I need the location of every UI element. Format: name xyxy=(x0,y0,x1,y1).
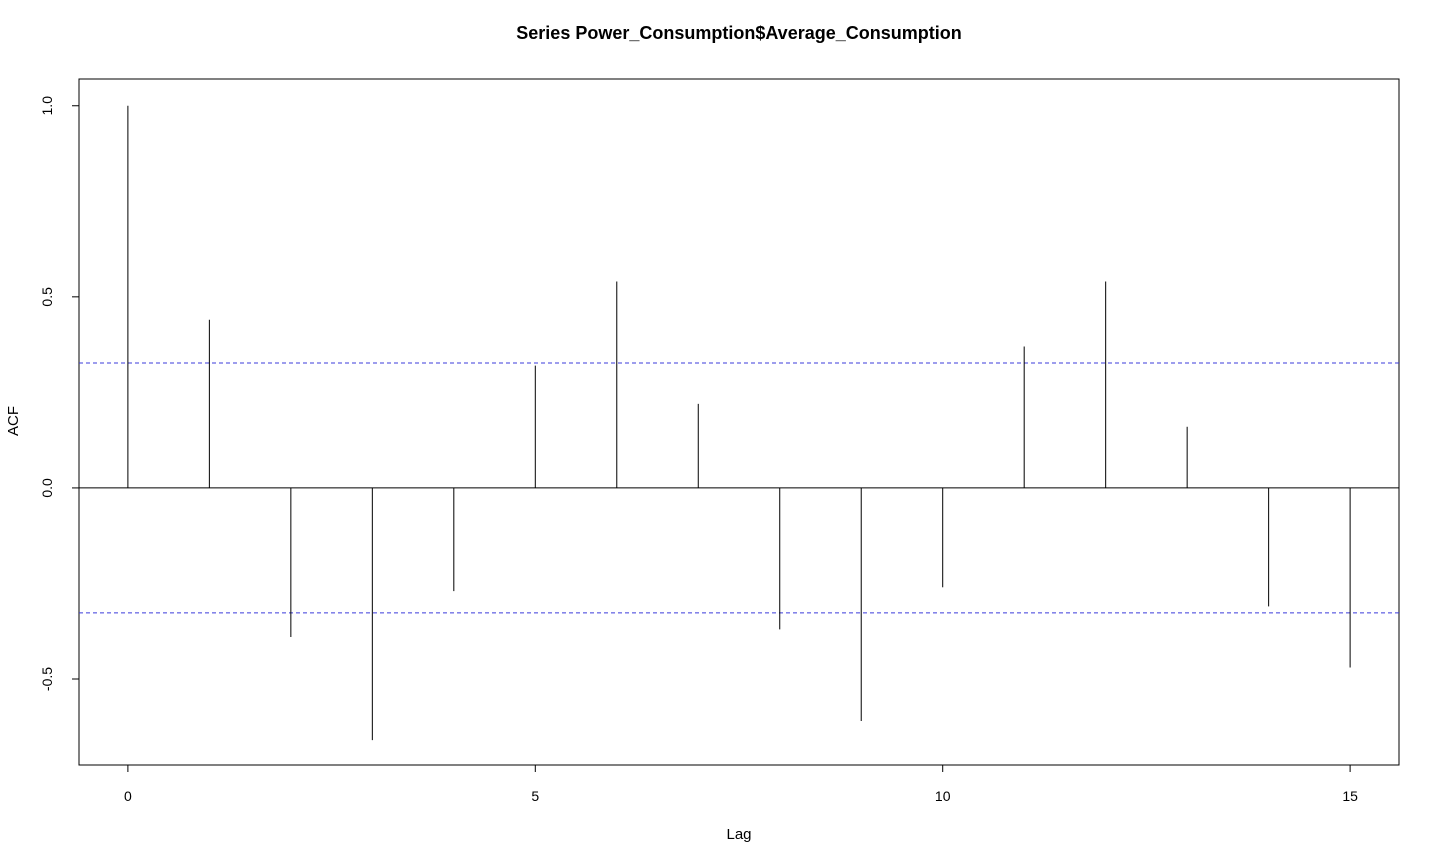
plot-area: 0 5 10 15 -0.5 0.0 0.5 1.0 xyxy=(39,78,1400,804)
x-tick-label: 5 xyxy=(531,788,539,804)
y-axis-label: ACF xyxy=(5,406,22,436)
x-tick-label: 15 xyxy=(1342,788,1358,804)
y-tick-label: 0.5 xyxy=(39,287,55,307)
x-axis-label: Lag xyxy=(726,826,751,843)
y-tick-label: -0.5 xyxy=(39,667,55,691)
y-tick-label: 1.0 xyxy=(39,96,55,116)
plot-frame xyxy=(78,78,1400,766)
x-tick-label: 0 xyxy=(124,788,132,804)
x-tick-label: 10 xyxy=(935,788,951,804)
y-tick-label: 0.0 xyxy=(39,478,55,498)
chart-title: Series Power_Consumption$Average_Consump… xyxy=(516,23,961,43)
